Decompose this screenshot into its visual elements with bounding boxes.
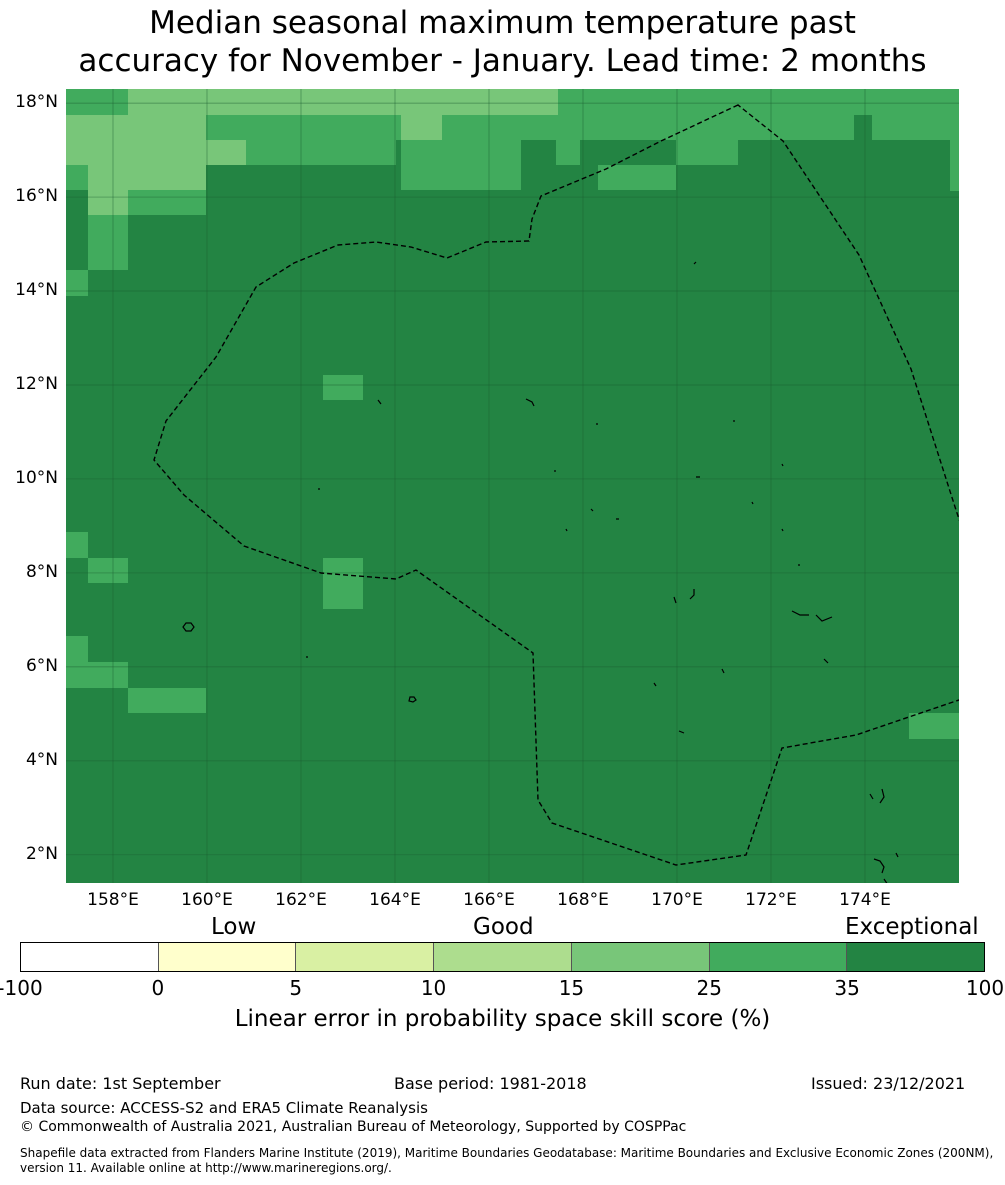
skill-cell (66, 115, 206, 165)
colorbar-tick-label: 0 (151, 976, 165, 1000)
skill-cell (206, 115, 401, 140)
colorbar-segment (296, 943, 435, 971)
skill-map (66, 89, 959, 883)
skill-cell (66, 270, 88, 296)
latitude-label: 10°N (15, 467, 58, 488)
data-source: Data source: ACCESS-S2 and ERA5 Climate … (20, 1099, 428, 1117)
skill-cell (714, 140, 738, 165)
latitude-label: 4°N (25, 749, 58, 770)
skill-cell (909, 713, 959, 739)
colorbar-title: Linear error in probability space skill … (234, 1006, 771, 1032)
latitude-label: 8°N (25, 561, 58, 582)
longitude-label: 162°E (275, 890, 327, 910)
colorbar-tick-label: 25 (696, 976, 722, 1000)
skill-cell (66, 165, 88, 190)
skill-cell (66, 532, 88, 558)
latitude-label: 6°N (25, 655, 58, 676)
skill-cell (66, 636, 88, 662)
colorbar-tick-label: 15 (558, 976, 585, 1000)
issued-date: Issued: 23/12/2021 (811, 1074, 966, 1093)
skill-cell (323, 375, 363, 400)
colorbar-segment (709, 943, 848, 971)
copyright: © Commonwealth of Australia 2021, Austra… (20, 1119, 687, 1135)
colorbar (20, 942, 985, 972)
colorbar-tick-label: -100 (0, 976, 43, 1000)
skill-map-canvas (66, 89, 959, 883)
colorbar-tick-label: 10 (420, 976, 447, 1000)
skill-cell (66, 662, 128, 688)
skill-cell (128, 89, 558, 115)
longitude-label: 174°E (839, 890, 891, 910)
latitude-label: 2°N (25, 843, 58, 864)
longitude-label: 166°E (463, 890, 515, 910)
skill-grid-cells (66, 89, 959, 883)
skill-cell (128, 688, 206, 713)
skill-cell-background (66, 89, 959, 883)
skill-cell (598, 165, 676, 190)
run-date: Run date: 1st September (20, 1074, 221, 1093)
colorbar-segment (571, 943, 710, 971)
skill-cell (88, 558, 128, 583)
skill-cell (66, 89, 128, 115)
skill-cell (442, 115, 584, 140)
skill-cell (246, 140, 396, 165)
skill-cell (88, 215, 128, 270)
longitude-label: 172°E (745, 890, 797, 910)
colorbar-segment (847, 943, 985, 971)
shapefile-note: Shapefile data extracted from Flanders M… (20, 1146, 994, 1175)
longitude-label: 158°E (87, 890, 139, 910)
skill-cell (323, 558, 363, 609)
longitude-label: 164°E (369, 890, 421, 910)
colorbar-word-exceptional: Exceptional (845, 914, 979, 940)
longitude-label: 168°E (557, 890, 609, 910)
colorbar-tick-label: 5 (289, 976, 303, 1000)
latitude-label: 16°N (15, 186, 58, 207)
eez-boundary (153, 104, 959, 866)
colorbar-segment (158, 943, 297, 971)
skill-cell (767, 115, 794, 140)
skill-cell (794, 115, 854, 140)
colorbar-segment (434, 943, 572, 971)
colorbar-word-low: Low (211, 914, 257, 940)
map-gridlines (66, 89, 959, 883)
skill-cell (556, 140, 580, 165)
base-period: Base period: 1981-2018 (394, 1074, 587, 1093)
longitude-label: 160°E (181, 890, 233, 910)
colorbar-tick-label: 35 (834, 976, 860, 1000)
latitude-label: 12°N (15, 373, 58, 394)
latitude-label: 14°N (15, 280, 58, 301)
title-line-2: accuracy for November - January. Lead ti… (78, 43, 927, 79)
map-title: Median seasonal maximum temperature past… (0, 4, 1005, 80)
skill-cell (88, 165, 206, 190)
colorbar-word-good: Good (473, 914, 534, 940)
latitude-label: 18°N (15, 92, 58, 113)
skill-cell (206, 140, 246, 165)
skill-cell (872, 115, 959, 140)
colorbar-tick-label: 100 (965, 976, 1005, 1000)
skill-cell (676, 140, 714, 165)
skill-cell (88, 190, 128, 215)
skill-cell (558, 89, 959, 115)
skill-cell (401, 140, 521, 190)
title-line-1: Median seasonal maximum temperature past (149, 5, 856, 41)
skill-cell (950, 115, 959, 191)
colorbar-segment (21, 943, 159, 971)
longitude-label: 170°E (651, 890, 703, 910)
islands (182, 261, 899, 883)
skill-cell (128, 190, 206, 215)
skill-cell (584, 115, 767, 140)
skill-cell (401, 115, 442, 140)
